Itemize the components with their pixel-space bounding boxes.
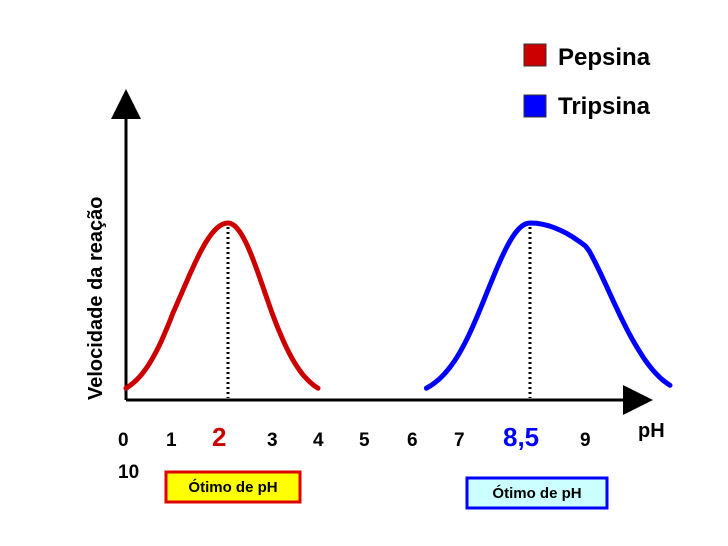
x-tick-label: 0 xyxy=(118,430,129,451)
annotation-text: Ótimo de pH xyxy=(188,478,277,496)
x-tick-label: 6 xyxy=(407,430,418,451)
legend-label-pepsina: Pepsina xyxy=(558,44,651,71)
annotation-optimum-tripsina: Ótimo de pH xyxy=(465,476,609,510)
annotation-box xyxy=(465,476,609,510)
x-tick-label: 10 xyxy=(118,462,139,483)
x-tick-label: 1 xyxy=(166,430,177,451)
x-tick-label-highlight-pepsina: 2 xyxy=(212,422,226,452)
x-tick-label: 4 xyxy=(313,430,324,451)
legend-item-tripsina: Tripsina xyxy=(523,93,651,120)
legend-item-pepsina: Pepsina xyxy=(523,43,651,71)
legend-swatch-tripsina xyxy=(523,94,547,118)
annotation-text: Ótimo de pH xyxy=(492,484,581,502)
x-tick-labels: 0 1 2 3 4 5 6 7 8,5 9 10 xyxy=(118,422,591,483)
legend-label-tripsina: Tripsina xyxy=(558,93,651,120)
series-line-pepsina xyxy=(123,220,321,391)
legend: Pepsina Tripsina xyxy=(523,43,651,120)
y-axis-label: Velocidade da reação xyxy=(85,197,107,400)
legend-swatch-pepsina xyxy=(523,43,547,67)
x-tick-label: 3 xyxy=(267,430,278,451)
x-axis-label: pH xyxy=(638,420,665,442)
series-line-tripsina xyxy=(423,220,673,391)
annotation-optimum-pepsina: Ótimo de pH xyxy=(164,470,302,504)
x-tick-label: 7 xyxy=(454,430,465,451)
annotation-box xyxy=(164,470,302,504)
x-tick-label: 9 xyxy=(580,430,591,451)
x-tick-label: 5 xyxy=(359,430,370,451)
x-tick-label-highlight-tripsina: 8,5 xyxy=(503,422,539,452)
